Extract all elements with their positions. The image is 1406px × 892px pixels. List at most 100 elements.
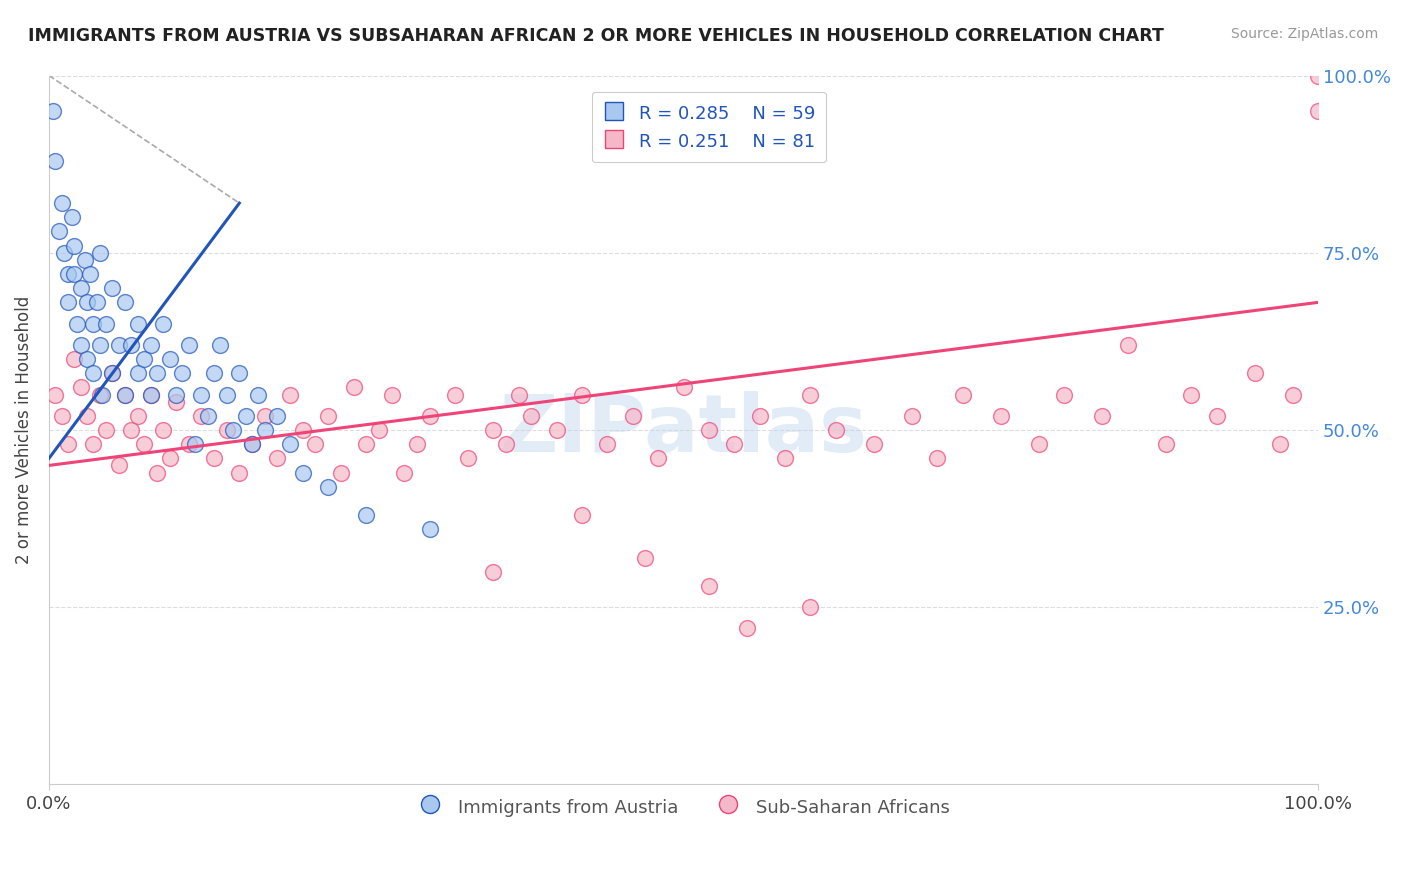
Point <box>69 380 91 394</box>
Point <box>240 437 263 451</box>
Point <box>571 387 593 401</box>
Point <box>209 338 232 352</box>
Point <box>247 387 270 401</box>
Point <box>240 437 263 451</box>
Point <box>76 409 98 423</box>
Point <box>316 480 339 494</box>
Point <box>63 352 86 367</box>
Point <box>146 366 169 380</box>
Text: IMMIGRANTS FROM AUSTRIA VS SUBSAHARAN AFRICAN 2 OR MORE VEHICLES IN HOUSEHOLD CO: IMMIGRANTS FROM AUSTRIA VS SUBSAHARAN AF… <box>28 27 1164 45</box>
Point <box>82 317 104 331</box>
Point <box>291 466 314 480</box>
Point <box>356 437 378 451</box>
Point <box>368 423 391 437</box>
Point <box>184 437 207 451</box>
Point <box>89 387 111 401</box>
Point <box>91 387 114 401</box>
Text: ZIPatlas: ZIPatlas <box>499 391 868 469</box>
Point <box>69 338 91 352</box>
Point <box>253 423 276 437</box>
Point <box>165 394 187 409</box>
Point <box>152 423 174 437</box>
Point <box>56 437 79 451</box>
Point <box>304 437 326 451</box>
Point <box>799 600 821 615</box>
Point <box>73 252 96 267</box>
Point <box>190 387 212 401</box>
Point <box>114 295 136 310</box>
Point <box>748 409 770 423</box>
Point <box>66 317 89 331</box>
Point <box>202 366 225 380</box>
Point <box>107 458 129 473</box>
Point <box>495 437 517 451</box>
Point <box>134 352 156 367</box>
Point <box>1308 69 1330 83</box>
Point <box>419 409 441 423</box>
Point <box>482 565 505 579</box>
Point <box>42 103 65 118</box>
Point <box>381 387 404 401</box>
Point <box>520 409 543 423</box>
Point <box>735 622 758 636</box>
Point <box>1154 437 1177 451</box>
Point <box>101 281 124 295</box>
Point <box>222 423 245 437</box>
Point <box>990 409 1012 423</box>
Point <box>139 387 162 401</box>
Point <box>63 238 86 252</box>
Point <box>1053 387 1076 401</box>
Point <box>697 423 720 437</box>
Point <box>82 366 104 380</box>
Point <box>1243 366 1265 380</box>
Text: Source: ZipAtlas.com: Source: ZipAtlas.com <box>1230 27 1378 41</box>
Point <box>863 437 886 451</box>
Point <box>44 387 66 401</box>
Point <box>101 366 124 380</box>
Point <box>901 409 924 423</box>
Point <box>79 267 101 281</box>
Point <box>406 437 429 451</box>
Point <box>672 380 695 394</box>
Point <box>546 423 568 437</box>
Point <box>51 196 73 211</box>
Point <box>228 466 250 480</box>
Point <box>76 352 98 367</box>
Point <box>773 451 796 466</box>
Point <box>419 522 441 536</box>
Point <box>952 387 974 401</box>
Point <box>89 338 111 352</box>
Point <box>134 437 156 451</box>
Point <box>697 579 720 593</box>
Point <box>1205 409 1227 423</box>
Point <box>356 508 378 522</box>
Point <box>278 387 301 401</box>
Point <box>927 451 949 466</box>
Point <box>596 437 619 451</box>
Point <box>634 550 657 565</box>
Point <box>197 409 219 423</box>
Point <box>1308 103 1330 118</box>
Point <box>48 225 70 239</box>
Point <box>127 366 149 380</box>
Point <box>266 451 288 466</box>
Point <box>215 387 238 401</box>
Point <box>235 409 257 423</box>
Point <box>444 387 467 401</box>
Point <box>89 245 111 260</box>
Point <box>51 409 73 423</box>
Point <box>1116 338 1139 352</box>
Point <box>1180 387 1202 401</box>
Point <box>253 409 276 423</box>
Point <box>63 267 86 281</box>
Point <box>56 295 79 310</box>
Point <box>177 338 200 352</box>
Point <box>56 267 79 281</box>
Point <box>215 423 238 437</box>
Point <box>101 366 124 380</box>
Point <box>202 451 225 466</box>
Point <box>316 409 339 423</box>
Legend: Immigrants from Austria, Sub-Saharan Africans: Immigrants from Austria, Sub-Saharan Afr… <box>409 789 957 825</box>
Point <box>86 295 108 310</box>
Point <box>394 466 416 480</box>
